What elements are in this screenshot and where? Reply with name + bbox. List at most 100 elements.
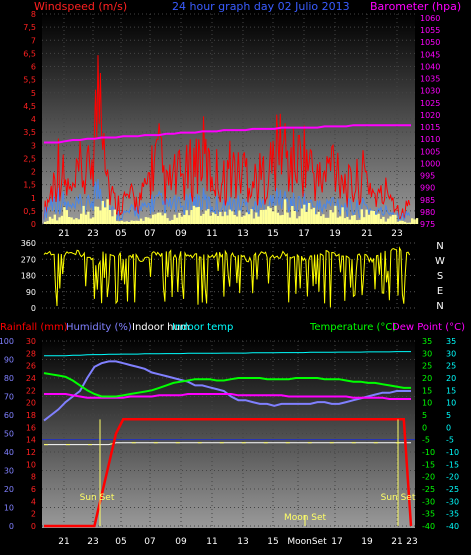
wind-average-bar — [298, 216, 301, 224]
wind-average-bar — [75, 218, 78, 224]
wind-average-bar — [187, 215, 191, 224]
wind-average-bar — [351, 215, 354, 224]
wind-average-bar — [223, 211, 227, 224]
wind-average-bar — [99, 210, 102, 224]
wind-average-bar — [70, 217, 73, 224]
wind-average-bar — [363, 217, 366, 224]
wind-average-bar — [367, 214, 371, 224]
wind-average-bar — [259, 210, 263, 224]
wind-average-bar — [348, 219, 351, 224]
wind-average-bar — [111, 216, 114, 224]
temperature-axis-ticks: 35 35 30 30 25 25 20 20 15 15 10 10 5 5 0 0 -5 -5 -10 -10 -1… — [422, 337, 459, 531]
wind-average-bar — [269, 208, 272, 224]
legend-entry: Indoor temp — [172, 322, 233, 333]
wind-average-bar — [63, 207, 66, 224]
windspeed-tick: 1,5 — [23, 181, 36, 190]
windspeed-tick: 2,5 — [23, 154, 36, 163]
temperature-tick-right: -10 — [446, 448, 459, 457]
barometer-tick: 1040 — [420, 62, 440, 71]
wind-average-bar — [355, 220, 359, 224]
wind-average-bar — [53, 214, 56, 224]
wind-average-bar — [48, 216, 52, 224]
windspeed-axis-label: Windspeed (m/s) — [34, 0, 127, 13]
wind-panel-background — [42, 14, 415, 224]
wind-average-bar — [202, 213, 205, 224]
temperature-tick-right: 30 — [446, 349, 456, 358]
temperature-tick-left: 35 — [422, 337, 432, 346]
wind-average-bar — [72, 219, 76, 224]
wind-average-bar — [142, 220, 145, 224]
wind-average-bar — [228, 209, 232, 224]
wind-average-bar — [283, 199, 287, 224]
wind-average-bar — [394, 214, 397, 224]
barometer-tick: 1035 — [420, 75, 440, 84]
temperature-tick-right: 25 — [446, 362, 456, 371]
compass-label: W — [435, 256, 445, 267]
windspeed-tick: 7 — [31, 36, 36, 45]
indoor-temp-series — [44, 351, 411, 357]
temperature-x-tick: 23 — [406, 537, 417, 547]
barometer-tick: 1010 — [420, 135, 440, 144]
wind-average-bar — [226, 215, 229, 224]
wind-average-bar — [116, 221, 119, 224]
temperature-tick-right: -20 — [446, 473, 459, 482]
temperature-tick-left: 30 — [422, 349, 432, 358]
temperature-x-tick: 09 — [175, 537, 187, 547]
rain-tick: 16 — [26, 423, 36, 432]
windspeed-tick: 0 — [31, 220, 36, 229]
wind-average-bar — [197, 206, 200, 224]
rain-tick: 26 — [26, 362, 36, 371]
wind-x-tick: 21 — [58, 229, 69, 239]
wind-average-bar — [281, 214, 284, 224]
wind-x-tick: 19 — [329, 229, 341, 239]
wind-average-bar — [219, 211, 222, 224]
wind-average-bar — [120, 220, 124, 224]
wind-average-bar — [204, 210, 208, 224]
direction-panel-series — [43, 246, 411, 308]
humidity-tick: 20 — [4, 485, 14, 494]
wind-average-bar — [211, 212, 215, 224]
temperature-tick-left: 25 — [422, 362, 432, 371]
wind-direction-series — [43, 246, 411, 308]
wind-panel-x-ticks: 21 23 05 07 09 11 13 15 17 19 21 23 — [58, 229, 402, 239]
wind-average-bar — [106, 199, 109, 224]
wind-average-bar — [135, 220, 138, 224]
wind-average-bar — [399, 220, 402, 224]
wind-average-bar — [233, 215, 236, 224]
compass-label: N — [436, 301, 443, 312]
wind-panel-grid — [42, 13, 415, 225]
barometer-tick: 1005 — [420, 147, 440, 156]
temperature-tick-left: 20 — [422, 374, 432, 383]
wind-average-bar — [151, 214, 155, 224]
windspeed-tick: 2 — [31, 168, 36, 177]
wind-average-bar — [216, 216, 220, 224]
wind-average-bar — [60, 215, 64, 224]
wind-average-bar — [303, 204, 306, 224]
rain-tick: 0 — [31, 522, 36, 531]
wind-average-bar — [305, 211, 308, 224]
wind-average-bar — [370, 210, 373, 224]
rain-tick: 10 — [26, 460, 36, 469]
wind-average-bar — [262, 209, 265, 224]
temperature-tick-right: 35 — [446, 337, 456, 346]
sunset-label: Sun Set — [381, 493, 416, 503]
wind-average-bar — [276, 212, 280, 224]
wind-average-bar — [307, 203, 311, 224]
temperature-tick-left: -10 — [422, 448, 435, 457]
rain-tick: 20 — [26, 399, 36, 408]
windspeed-axis-ticks: 8 7,5 7 6,5 6 5,5 5 4,5 4 3,5 3 2,5 2 1,5 1 0,5 0 — [23, 10, 36, 229]
temperature-tick-left: 15 — [422, 386, 432, 395]
wind-average-bar — [358, 219, 361, 224]
windspeed-tick: 8 — [31, 10, 36, 19]
barometer-tick: 1020 — [420, 111, 440, 120]
temperature-tick-left: 0 — [422, 423, 427, 432]
wind-x-tick: 05 — [115, 229, 126, 239]
temperature-tick-left: -25 — [422, 485, 435, 494]
wind-average-bar — [286, 212, 289, 224]
windspeed-tick: 7,5 — [23, 23, 36, 32]
temperature-tick-left: -20 — [422, 473, 435, 482]
wind-average-bar — [360, 209, 363, 224]
wind-average-bar — [387, 218, 390, 224]
temperature-tick-left: -5 — [422, 436, 430, 445]
wind-average-bar — [389, 216, 392, 224]
